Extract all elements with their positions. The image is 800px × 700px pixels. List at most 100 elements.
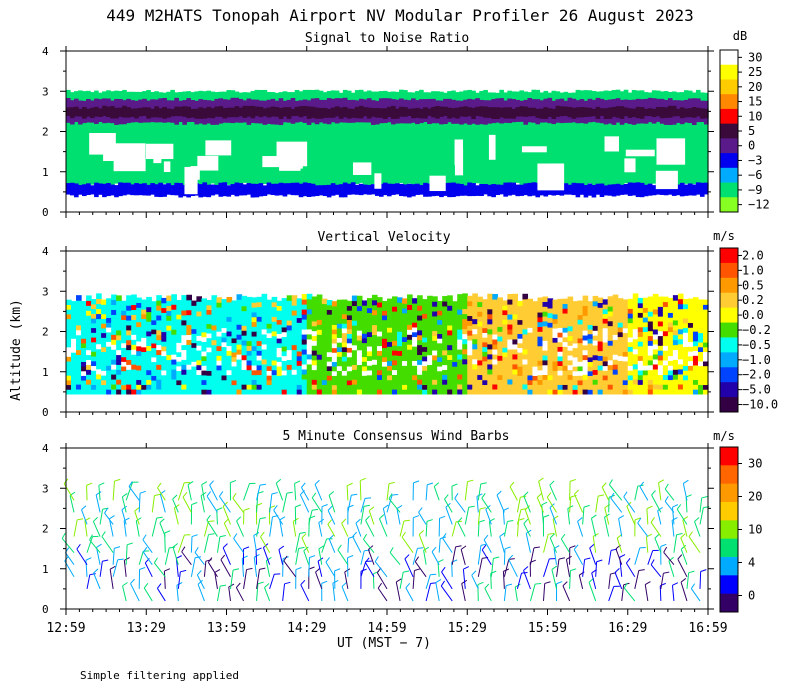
velocity-cell [607,325,614,332]
snr-cell [306,89,312,187]
velocity-cell [477,316,483,322]
velocity-cell [662,359,669,366]
velocity-cell [351,379,358,385]
velocity-cell [361,351,368,358]
snr-cell [366,184,372,195]
snr-cell [378,91,384,184]
velocity-cell [562,389,569,395]
velocity-cell [281,331,288,338]
velocity-cell [417,314,423,321]
velocity-cell [266,384,273,390]
velocity-cell [216,331,223,337]
velocity-cell [592,354,599,361]
velocity-cell [467,374,473,380]
velocity-cell [627,317,634,324]
velocity-cell [86,379,92,385]
velocity-cell [196,364,203,371]
velocity-cell [306,333,313,340]
velocity-cell [497,331,503,337]
velocity-cell [532,347,539,353]
wind-barb-feather [618,515,625,520]
velocity-cell [387,389,393,395]
velocity-cell [246,374,253,380]
wind-barb-feather [418,530,425,535]
velocity-cell [417,374,423,380]
wind-barb-feather [364,549,371,552]
wind-barb-feather [308,566,315,570]
velocity-cell [96,313,102,320]
velocity-cell [71,389,77,395]
velocity-cell [472,383,478,390]
velocity-cell [452,389,458,395]
velocity-cell [311,315,318,322]
velocity-cell [241,349,248,356]
velocity-cell [176,384,182,390]
snr-cell [575,89,581,191]
snr-cell [471,183,476,197]
snr-cell [262,108,268,117]
velocity-cell [667,321,674,328]
velocity-cell [226,340,233,347]
velocity-cell [517,319,524,325]
velocity-cell [256,335,263,342]
velocity-cell [567,350,574,356]
snr-cell [218,182,224,197]
wind-barb [523,495,531,513]
velocity-cell [692,311,699,318]
velocity-cell [622,327,629,334]
velocity-cell [422,341,428,348]
velocity-cell [301,358,308,365]
velocity-cell [211,319,218,326]
velocity-cell [296,327,303,333]
velocity-cell [86,354,92,361]
velocity-cell [301,323,308,330]
velocity-cell [572,379,579,386]
velocity-field [66,293,709,395]
velocity-cell [346,379,353,386]
wind-barb [347,538,350,553]
velocity-cell [196,369,203,375]
velocity-cell [156,384,162,390]
wind-barb-feather [423,546,430,551]
velocity-cell [697,375,704,381]
velocity-cell [492,383,498,390]
wind-barb-feather [574,489,580,495]
velocity-cell [146,379,152,385]
velocity-cell [91,327,97,333]
wind-barb-feather [259,517,266,520]
velocity-cell [667,336,674,342]
velocity-cell [351,354,358,361]
velocity-cell [101,365,107,371]
velocity-cell [186,383,192,390]
velocity-cell [96,388,102,395]
velocity-cell [522,338,529,345]
velocity-cell [136,345,142,352]
colorbar-label: 1.0 [742,263,764,277]
velocity-cell [276,389,283,395]
velocity-cell [397,306,403,313]
velocity-cell [442,305,448,312]
wind-barb [216,510,218,525]
velocity-cell [397,316,403,323]
velocity-cell [577,323,584,330]
velocity-cell [642,307,649,313]
wind-barb [81,509,88,525]
velocity-cell [567,384,574,390]
velocity-cell [101,341,107,348]
velocity-cell [467,325,473,331]
wind-barb [477,483,482,501]
wind-barb [464,507,470,525]
velocity-cell [371,359,378,365]
velocity-cell [502,342,508,348]
velocity-cell [652,378,659,385]
wind-barb [360,561,367,577]
velocity-cell [642,350,649,357]
velocity-cell [151,338,157,344]
velocity-cell [336,337,343,343]
velocity-cell [462,388,468,395]
velocity-cell [116,349,122,356]
velocity-cell [697,384,704,390]
velocity-cell [156,364,162,370]
wind-barb [209,484,218,501]
snr-cell [559,106,565,117]
